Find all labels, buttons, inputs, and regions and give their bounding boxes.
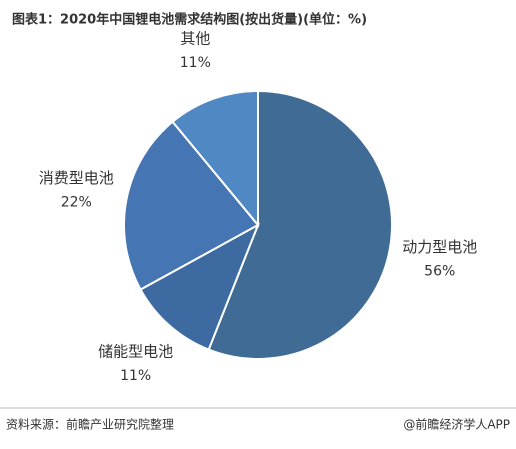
source: 资料来源：前瞻产业研究院整理 xyxy=(6,417,174,432)
slice-label: 动力型电池 xyxy=(402,238,477,256)
slice-label: 储能型电池 xyxy=(98,342,173,360)
pie-slice xyxy=(207,89,393,360)
chart-title: 图表1：2020年中国锂电池需求结构图(按出货量)(单位：%) xyxy=(12,12,367,28)
slice-value: 56% xyxy=(424,264,455,280)
slice-value: 22% xyxy=(61,194,92,210)
slice-label: 其他 xyxy=(180,29,210,47)
slice-label: 消费型电池 xyxy=(39,169,114,187)
pie-slice xyxy=(171,89,259,228)
pie-slice xyxy=(123,120,260,291)
slice-value: 11% xyxy=(120,368,151,384)
slice-value: 11% xyxy=(180,55,211,71)
pie-slice xyxy=(139,222,260,351)
credit: @前瞻经济学人APP xyxy=(403,417,510,432)
